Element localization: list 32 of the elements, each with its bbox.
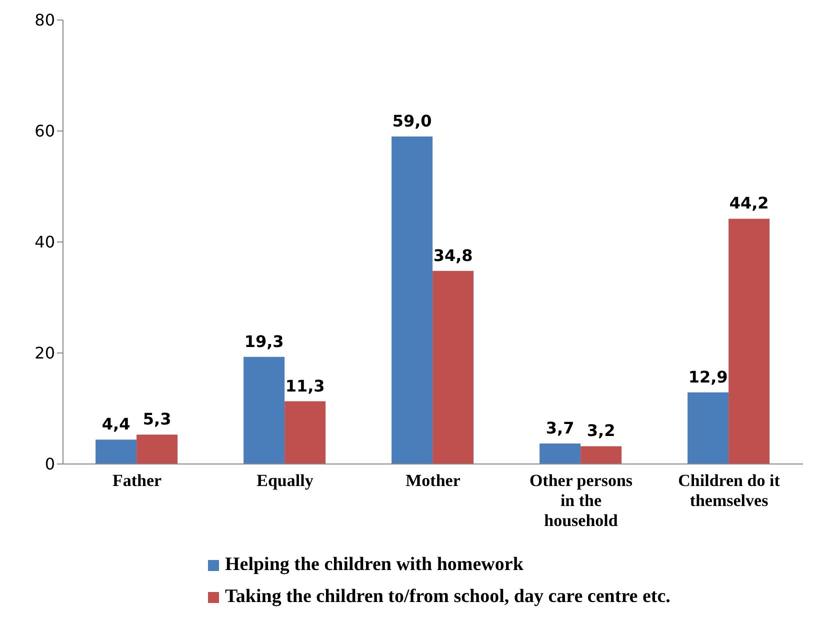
bar [392, 136, 433, 464]
data-label: 3,7 [546, 418, 574, 438]
bar [136, 434, 178, 464]
bar [432, 270, 474, 464]
x-tick-label: Other persons in the household [529, 471, 633, 530]
data-label: 19,3 [244, 332, 284, 351]
data-label: 4,4 [102, 414, 130, 434]
bar [244, 356, 285, 464]
y-tick-label: 60 [34, 122, 55, 141]
data-label: 59,0 [392, 112, 432, 131]
data-label: 44,2 [729, 194, 769, 213]
y-tick-label: 0 [44, 454, 55, 474]
bar [728, 218, 770, 464]
data-label: 3,2 [586, 421, 616, 440]
bar [580, 446, 622, 464]
x-tick-label: Equally [256, 471, 314, 490]
bar [688, 392, 729, 464]
legend-label: Helping the children with homework [225, 554, 524, 576]
legend-label: Taking the children to/from school, day care centre etc. [225, 586, 670, 608]
x-tick-label: Mother [406, 471, 461, 490]
x-tick-label: Children do it themselves [678, 471, 780, 510]
data-label: 34,8 [433, 246, 473, 265]
data-label: 5,3 [142, 410, 172, 429]
y-tick-label: 80 [34, 10, 55, 30]
data-label: 11,3 [285, 376, 325, 396]
bar [284, 401, 326, 464]
bar [540, 443, 581, 464]
y-tick-label: 40 [34, 232, 55, 252]
x-tick-label: Father [112, 471, 162, 490]
y-tick-label: 20 [34, 344, 55, 363]
bar [96, 440, 137, 464]
data-label: 12,9 [688, 367, 728, 386]
